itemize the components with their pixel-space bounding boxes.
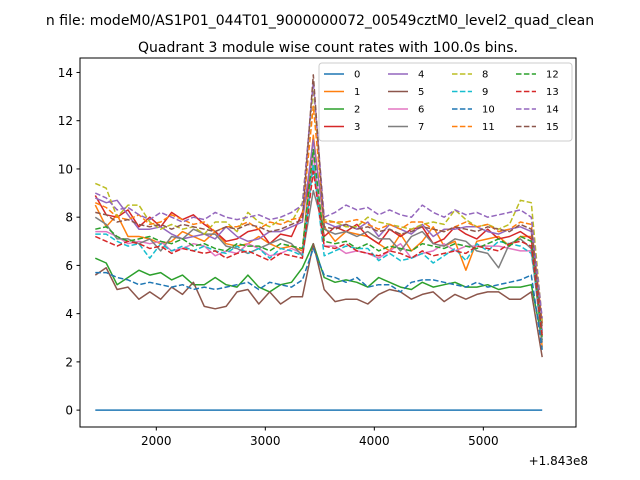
x-tick-label: 4000	[359, 434, 390, 448]
y-tick-label: 8	[65, 211, 73, 225]
legend-label-6: 6	[418, 105, 424, 116]
x-tick-label: 3000	[250, 434, 281, 448]
series-line-14	[94, 81, 543, 319]
y-tick-label: 0	[65, 404, 73, 418]
legend-label-8: 8	[482, 70, 488, 81]
legend-label-3: 3	[354, 122, 360, 133]
series-line-12	[95, 148, 543, 338]
series-line-10	[95, 247, 543, 350]
legend-label-0: 0	[354, 70, 360, 81]
legend-label-9: 9	[482, 87, 488, 98]
x-tick-label: 5000	[468, 434, 499, 448]
series-line-15	[95, 74, 543, 329]
series-line-5	[94, 242, 543, 358]
legend-label-7: 7	[418, 122, 424, 133]
legend-label-10: 10	[482, 105, 495, 116]
plot-frame	[79, 57, 577, 428]
legend-label-2: 2	[354, 105, 360, 116]
y-tick-label: 4	[65, 307, 73, 321]
legend-box	[318, 62, 573, 142]
legend-label-11: 11	[482, 122, 495, 133]
y-tick-label: 6	[65, 259, 73, 273]
legend-label-13: 13	[546, 87, 559, 98]
series-line-13	[94, 170, 543, 336]
y-tick-label: 10	[58, 162, 73, 176]
legend-label-5: 5	[418, 87, 424, 98]
figure-suptitle: n file: modeM0/AS1P01_044T01_9000000072_…	[46, 13, 594, 29]
x-tick-label: 2000	[141, 434, 172, 448]
y-tick-label: 2	[65, 355, 73, 369]
legend-label-4: 4	[418, 70, 424, 81]
y-tick-label: 14	[58, 66, 73, 80]
legend-label-14: 14	[546, 105, 559, 116]
legend-label-1: 1	[354, 87, 360, 98]
legend-label-15: 15	[546, 122, 559, 133]
y-tick-label: 12	[58, 114, 73, 128]
plot-lines	[94, 74, 543, 411]
x-offset-text: +1.843e8	[529, 454, 588, 468]
series-line-4	[94, 139, 543, 324]
chart-title: Quadrant 3 module wise count rates with …	[138, 40, 518, 56]
legend-label-12: 12	[546, 70, 559, 81]
